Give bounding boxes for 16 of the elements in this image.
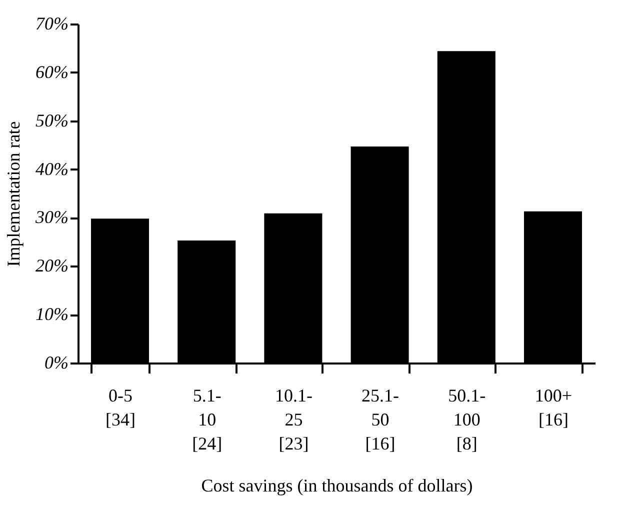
x-tick-label: 100+ [16] <box>534 386 572 430</box>
y-tick-label: 50% <box>36 110 68 130</box>
x-tick-label: 50.1- 100 [8] <box>448 386 486 454</box>
y-tick-label: 0% <box>44 352 68 372</box>
y-tick-label: 20% <box>36 256 68 276</box>
x-tick-label: 10.1- 25 [23] <box>274 386 312 454</box>
y-tick-label: 40% <box>36 158 68 179</box>
x-tick-label: 0-5 [34] <box>106 386 136 430</box>
x-tick-label: 25.1- 50 [16] <box>362 386 400 454</box>
y-tick-label: 30% <box>34 207 68 228</box>
x-tick-label: 5.1- 10 [24] <box>192 386 222 454</box>
y-tick-label: 70% <box>36 14 68 34</box>
y-tick-label: 60% <box>36 62 68 82</box>
y-axis-title: Implementation rate <box>4 121 24 267</box>
x-axis-title: Cost savings (in thousands of dollars) <box>201 476 473 496</box>
y-tick-label: 10% <box>36 304 68 324</box>
